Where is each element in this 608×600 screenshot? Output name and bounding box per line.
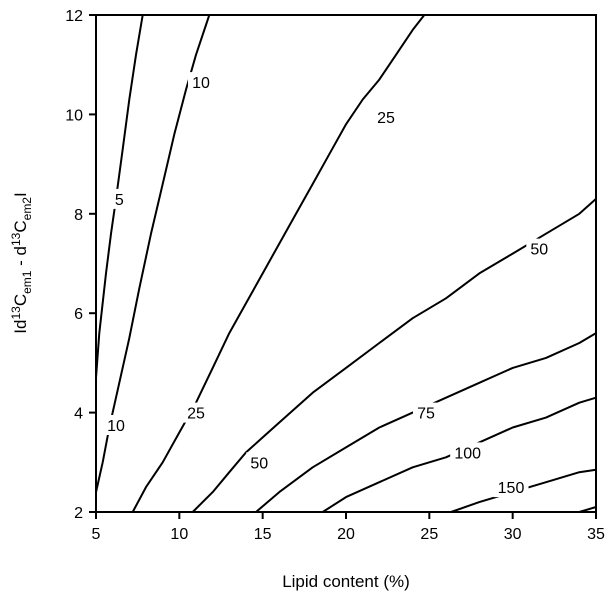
y-tick-label: 6	[74, 306, 83, 323]
contour-label-bg-75-0	[413, 402, 439, 423]
contour-label-25-0: 25	[187, 406, 205, 423]
y-tick-label: 4	[74, 406, 83, 423]
y-axis-label-part: em2	[20, 197, 34, 221]
y-tick-label: 8	[74, 207, 83, 224]
contour-label-bg-10-1	[188, 72, 214, 93]
x-tick-label: 15	[254, 526, 272, 543]
x-tick-label: 30	[504, 526, 522, 543]
y-axis-ticks: 2 4 6 8 10 12	[65, 8, 96, 522]
y-axis-label-part: - d	[11, 246, 30, 271]
contour-label-10-0: 10	[107, 418, 125, 435]
y-tick-label: 10	[65, 107, 83, 124]
contour-label-50-1: 50	[530, 242, 548, 259]
x-tick-label: 5	[92, 526, 101, 543]
x-axis-label: Lipid content (%)	[282, 572, 410, 591]
y-tick-label: 12	[65, 8, 83, 25]
contour-label-bg-5-0	[110, 188, 128, 209]
contour-lines	[95, 14, 597, 513]
contour-label-25-1: 25	[377, 110, 395, 127]
contour-label-150-0: 150	[498, 480, 525, 497]
x-tick-label: 10	[170, 526, 188, 543]
y-axis-label-part: Id	[11, 320, 30, 334]
y-axis-label-part: 13	[9, 232, 23, 246]
contour-label-bg-100-0	[450, 442, 486, 463]
contour-label-5-0: 5	[115, 192, 124, 209]
x-axis-ticks: 5 10 15 20 25 30 35	[92, 512, 605, 543]
contour-label-bg-150-0	[493, 477, 529, 498]
x-tick-label: 35	[587, 526, 605, 543]
y-axis-label: Id13Cem1 - d13Cem2I	[9, 192, 34, 333]
contour-label-bg-25-0	[183, 402, 209, 423]
contour-line-25	[131, 14, 426, 513]
y-axis-label-part: 13	[9, 306, 23, 320]
y-axis-label-part: em1	[20, 270, 34, 294]
y-tick-label: 2	[74, 505, 83, 522]
contour-label-50-0: 50	[250, 455, 268, 472]
x-tick-label: 20	[337, 526, 355, 543]
contour-label-10-1: 10	[192, 75, 210, 92]
contour-label-bg-50-1	[526, 238, 553, 259]
plot-frame	[95, 14, 597, 513]
contour-label-bg-50-0	[246, 452, 273, 473]
contour-label-bg-25-1	[373, 106, 399, 127]
contour-label-75-0: 75	[417, 406, 435, 423]
y-axis-label-part: C	[11, 220, 30, 232]
x-tick-label: 25	[420, 526, 438, 543]
contour-label-100-0: 100	[454, 445, 481, 462]
y-axis-label-part: I	[11, 192, 30, 197]
y-axis-label-part: C	[11, 294, 30, 306]
contour-labels: 5 10 10 25 25 50 50 75 100 150	[103, 72, 553, 498]
contour-label-bg-10-0	[103, 415, 129, 435]
contour-line-150	[450, 468, 597, 513]
